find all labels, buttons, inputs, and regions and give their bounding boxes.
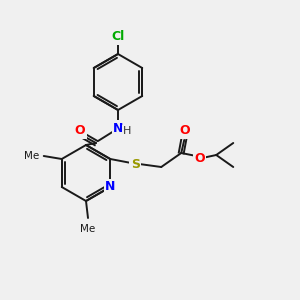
Text: S: S — [131, 158, 140, 170]
Text: Cl: Cl — [111, 31, 124, 44]
Text: N: N — [113, 122, 123, 134]
Text: Me: Me — [23, 151, 39, 161]
Text: Me: Me — [80, 224, 96, 234]
Text: H: H — [123, 126, 131, 136]
Text: O: O — [179, 124, 190, 137]
Text: O: O — [194, 152, 205, 164]
Text: O: O — [75, 124, 85, 137]
Text: N: N — [105, 181, 116, 194]
